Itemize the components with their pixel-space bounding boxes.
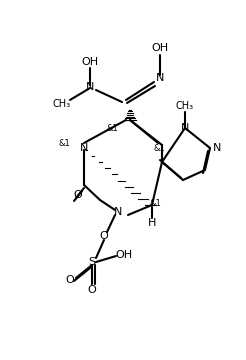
Text: CH₃: CH₃ <box>176 101 194 111</box>
Text: &1: &1 <box>149 198 161 207</box>
Text: OH: OH <box>81 57 99 67</box>
Text: O: O <box>74 190 82 200</box>
Text: O: O <box>88 285 96 295</box>
Text: S: S <box>89 257 95 267</box>
Text: CH₃: CH₃ <box>53 99 71 109</box>
Text: O: O <box>100 231 108 241</box>
Text: OH: OH <box>115 250 133 260</box>
Text: OH: OH <box>152 43 169 53</box>
Text: O: O <box>66 275 74 285</box>
Text: N: N <box>156 73 164 83</box>
Text: N: N <box>213 143 221 153</box>
Text: &1: &1 <box>153 144 165 153</box>
Text: N: N <box>80 143 88 153</box>
Text: &1: &1 <box>58 139 70 148</box>
Text: N: N <box>114 207 122 217</box>
Text: &1: &1 <box>106 123 118 132</box>
Text: N: N <box>86 82 94 92</box>
Text: N: N <box>181 123 189 133</box>
Text: H: H <box>148 218 156 228</box>
